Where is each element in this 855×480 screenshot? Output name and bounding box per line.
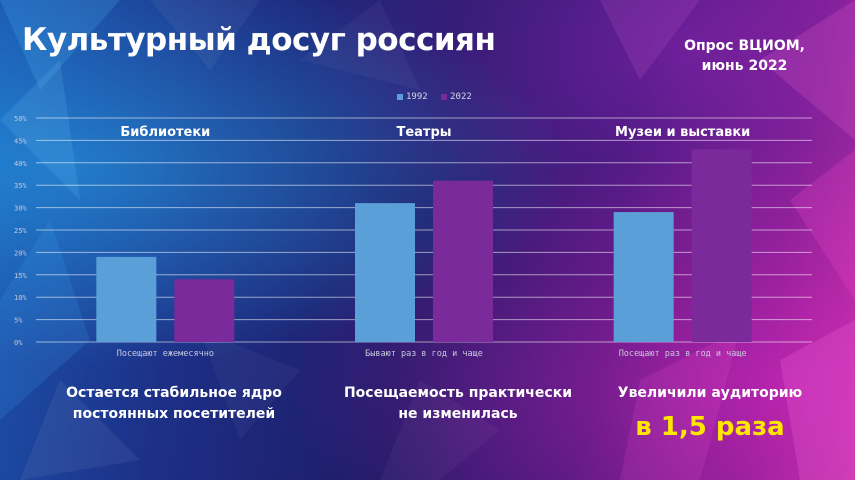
note-theatres-line-1: Посещаемость практически xyxy=(343,385,573,401)
y-tick-label: 30% xyxy=(14,205,27,213)
y-tick-label: 50% xyxy=(14,115,27,123)
y-tick-label: 15% xyxy=(14,272,27,280)
category-label: Музеи и выставки xyxy=(615,125,750,140)
source-line-1: Опрос ВЦИОМ, xyxy=(684,38,805,54)
y-tick-label: 5% xyxy=(14,317,23,325)
legend-item-1992: 1992 xyxy=(397,92,428,102)
bar-1992 xyxy=(355,203,415,342)
bar-2022 xyxy=(691,149,752,342)
legend-label-1992: 1992 xyxy=(406,92,428,102)
legend-item-2022: 2022 xyxy=(441,92,472,102)
note-libraries: Остается стабильное ядро постоянных посе… xyxy=(44,383,304,425)
note-libraries-line-2: постоянных посетителей xyxy=(72,406,276,422)
x-tick-label: Посещают раз в год и чаще xyxy=(619,349,747,359)
y-tick-label: 35% xyxy=(14,182,27,190)
category-label: Библиотеки xyxy=(120,125,210,140)
legend-swatch-2022 xyxy=(441,93,448,100)
page-title: Культурный досуг россиян xyxy=(22,22,496,58)
y-tick-label: 40% xyxy=(14,160,27,168)
note-theatres-line-2: не изменилась xyxy=(398,406,518,422)
bar-1992 xyxy=(613,212,674,342)
bar-2022 xyxy=(174,279,235,342)
y-tick-label: 10% xyxy=(14,294,27,302)
source-line-2: июнь 2022 xyxy=(701,58,788,74)
y-tick-label: 25% xyxy=(14,227,27,235)
source-label: Опрос ВЦИОМ, июнь 2022 xyxy=(684,36,805,76)
y-tick-label: 45% xyxy=(14,137,27,145)
y-tick-label: 0% xyxy=(14,339,23,347)
chart-legend: 1992 2022 xyxy=(397,92,480,102)
highlight-text: в 1,5 раза xyxy=(635,412,785,442)
category-label: Театры xyxy=(396,125,451,140)
note-museums-line-1: Увеличили аудиторию xyxy=(617,385,803,401)
y-tick-label: 20% xyxy=(14,249,27,257)
note-theatres: Посещаемость практически не изменилась xyxy=(328,383,588,425)
note-museums: Увеличили аудиторию xyxy=(580,383,840,404)
bar-2022 xyxy=(433,180,493,342)
legend-label-2022: 2022 xyxy=(450,92,472,102)
bar-1992 xyxy=(96,256,157,342)
note-libraries-line-1: Остается стабильное ядро xyxy=(66,385,282,401)
legend-swatch-1992 xyxy=(397,93,403,100)
x-tick-label: Посещают ежемесячно xyxy=(117,349,214,359)
x-tick-label: Бывают раз в год и чаще xyxy=(365,349,483,359)
